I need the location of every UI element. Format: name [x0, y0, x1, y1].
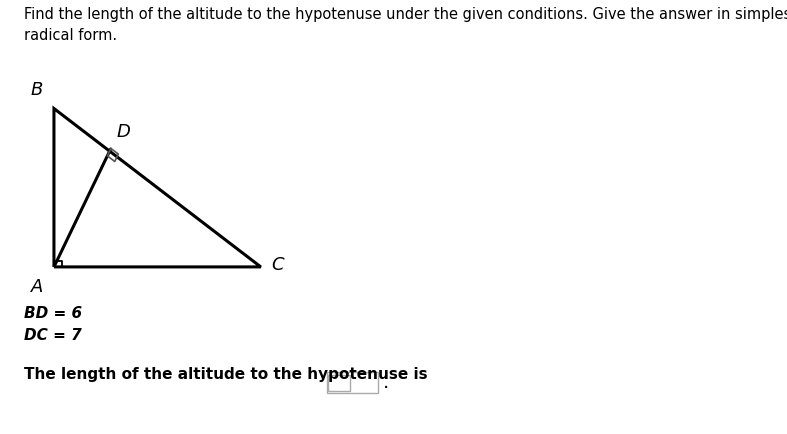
Bar [327, 372, 378, 393]
Text: C: C [272, 256, 284, 274]
Text: B: B [31, 81, 43, 99]
Bar [328, 375, 349, 391]
Text: A: A [31, 278, 43, 296]
Text: radical form.: radical form. [24, 28, 117, 43]
Text: Find the length of the altitude to the hypotenuse under the given conditions. Gi: Find the length of the altitude to the h… [24, 7, 787, 22]
Text: BD = 6: BD = 6 [24, 306, 82, 321]
Text: .: . [382, 373, 389, 392]
Text: D: D [117, 123, 131, 141]
Text: The length of the altitude to the hypotenuse is: The length of the altitude to the hypote… [24, 367, 427, 382]
Text: DC = 7: DC = 7 [24, 328, 82, 343]
